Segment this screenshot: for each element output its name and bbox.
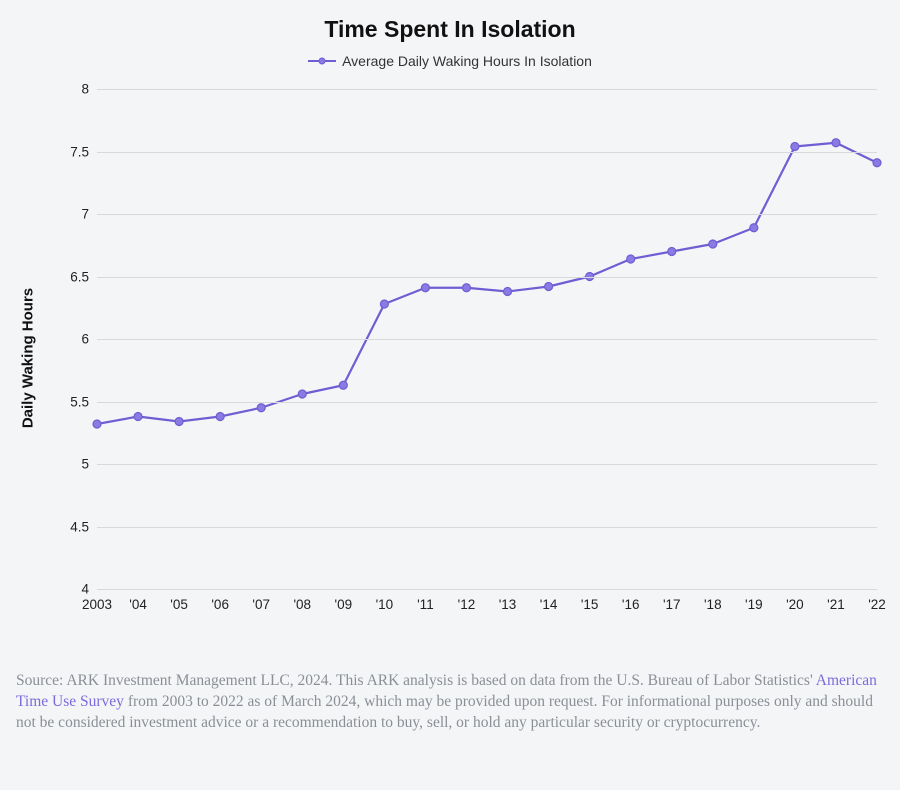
y-axis-label: Daily Waking Hours bbox=[20, 288, 37, 428]
y-tick-label: 5.5 bbox=[70, 394, 89, 409]
y-tick-label: 4.5 bbox=[70, 519, 89, 534]
series-line bbox=[97, 143, 877, 424]
data-point bbox=[257, 404, 265, 412]
data-point bbox=[93, 420, 101, 428]
grid-line bbox=[97, 589, 877, 590]
legend-swatch bbox=[308, 55, 336, 67]
data-point bbox=[175, 418, 183, 426]
data-point bbox=[339, 381, 347, 389]
x-tick-label: '21 bbox=[827, 597, 845, 612]
data-point bbox=[750, 224, 758, 232]
data-point bbox=[627, 255, 635, 263]
x-tick-label: '12 bbox=[458, 597, 476, 612]
data-point bbox=[462, 284, 470, 292]
grid-line bbox=[97, 152, 877, 153]
data-point bbox=[545, 283, 553, 291]
x-tick-label: '10 bbox=[376, 597, 394, 612]
x-tick-label: '19 bbox=[745, 597, 763, 612]
y-tick-label: 5 bbox=[81, 457, 89, 472]
x-tick-label: '06 bbox=[211, 597, 229, 612]
x-tick-label: '16 bbox=[622, 597, 640, 612]
x-tick-label: '11 bbox=[417, 597, 434, 612]
data-point bbox=[134, 413, 142, 421]
x-tick-label: '17 bbox=[663, 597, 681, 612]
data-point bbox=[504, 288, 512, 296]
source-prefix: Source: ARK Investment Management LLC, 2… bbox=[16, 672, 816, 689]
x-tick-label: '07 bbox=[252, 597, 270, 612]
x-tick-label: '13 bbox=[499, 597, 517, 612]
data-point bbox=[216, 413, 224, 421]
y-tick-label: 6 bbox=[81, 332, 89, 347]
y-tick-label: 4 bbox=[81, 582, 89, 597]
grid-line bbox=[97, 464, 877, 465]
grid-line bbox=[97, 527, 877, 528]
x-tick-label: '09 bbox=[335, 597, 353, 612]
x-tick-label: '22 bbox=[868, 597, 886, 612]
data-point bbox=[873, 159, 881, 167]
x-tick-label: '05 bbox=[170, 597, 188, 612]
legend-marker-icon bbox=[319, 58, 326, 65]
data-point bbox=[298, 390, 306, 398]
x-tick-label: '18 bbox=[704, 597, 722, 612]
data-point bbox=[709, 240, 717, 248]
x-tick-label: '08 bbox=[293, 597, 311, 612]
x-tick-label: '14 bbox=[540, 597, 558, 612]
grid-line bbox=[97, 89, 877, 90]
chart-title: Time Spent In Isolation bbox=[12, 16, 888, 43]
y-tick-label: 7.5 bbox=[70, 144, 89, 159]
y-tick-label: 8 bbox=[81, 82, 89, 97]
data-point bbox=[421, 284, 429, 292]
y-tick-label: 6.5 bbox=[70, 269, 89, 284]
data-point bbox=[380, 300, 388, 308]
x-tick-label: 2003 bbox=[82, 597, 112, 612]
data-point bbox=[832, 139, 840, 147]
grid-line bbox=[97, 277, 877, 278]
source-suffix: from 2003 to 2022 as of March 2024, whic… bbox=[16, 693, 873, 731]
grid-line bbox=[97, 339, 877, 340]
data-point bbox=[791, 143, 799, 151]
legend-label: Average Daily Waking Hours In Isolation bbox=[342, 53, 592, 69]
data-point bbox=[668, 248, 676, 256]
source-note: Source: ARK Investment Management LLC, 2… bbox=[16, 671, 884, 734]
y-tick-label: 7 bbox=[81, 207, 89, 222]
legend: Average Daily Waking Hours In Isolation bbox=[12, 53, 888, 69]
x-tick-label: '04 bbox=[129, 597, 147, 612]
grid-line bbox=[97, 214, 877, 215]
plot-area: 44.555.566.577.582003'04'05'06'07'08'09'… bbox=[97, 89, 877, 589]
page: Time Spent In Isolation Average Daily Wa… bbox=[0, 0, 900, 790]
x-tick-label: '20 bbox=[786, 597, 804, 612]
x-tick-label: '15 bbox=[581, 597, 599, 612]
chart-area: Daily Waking Hours 44.555.566.577.582003… bbox=[13, 79, 887, 637]
grid-line bbox=[97, 402, 877, 403]
